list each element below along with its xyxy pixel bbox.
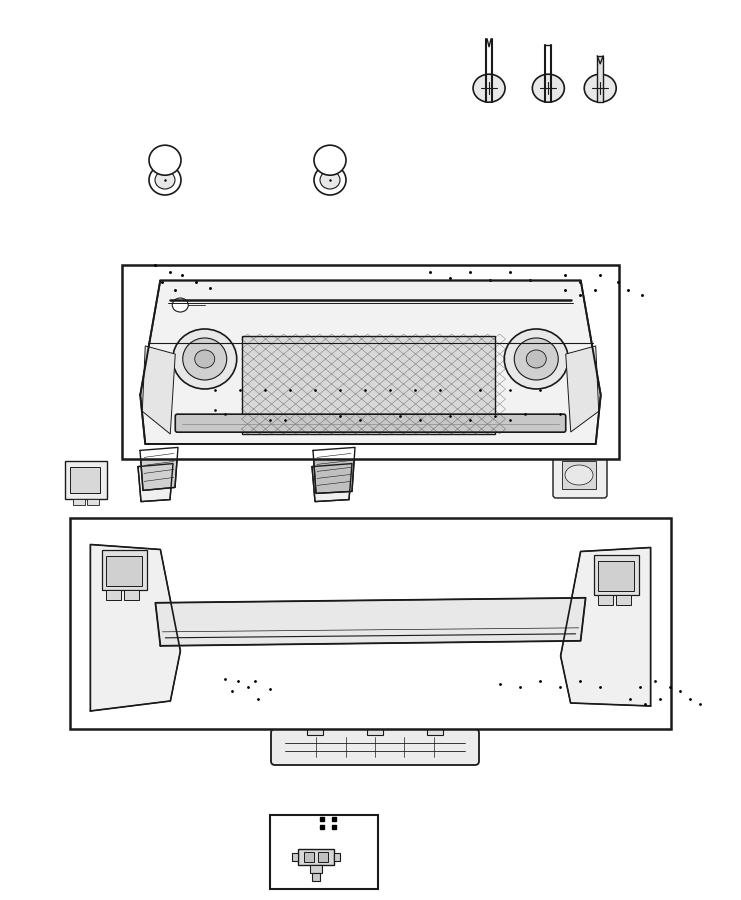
- Polygon shape: [138, 464, 173, 501]
- Bar: [107, 555, 142, 586]
- Bar: [87, 499, 99, 505]
- Polygon shape: [313, 447, 355, 493]
- Ellipse shape: [149, 165, 181, 195]
- FancyBboxPatch shape: [553, 452, 607, 498]
- Polygon shape: [312, 464, 352, 501]
- Bar: [318, 852, 328, 862]
- Bar: [333, 853, 339, 861]
- Ellipse shape: [314, 165, 346, 195]
- Bar: [73, 499, 85, 505]
- Bar: [597, 56, 603, 103]
- Bar: [124, 590, 139, 599]
- Bar: [597, 561, 634, 590]
- Ellipse shape: [314, 145, 346, 176]
- Ellipse shape: [195, 350, 215, 368]
- Ellipse shape: [320, 171, 340, 189]
- Ellipse shape: [183, 338, 227, 380]
- Ellipse shape: [155, 171, 175, 189]
- Ellipse shape: [526, 350, 546, 368]
- Bar: [367, 725, 383, 735]
- Polygon shape: [561, 547, 651, 706]
- Bar: [597, 595, 613, 605]
- Polygon shape: [140, 447, 178, 491]
- Bar: [242, 336, 495, 434]
- Bar: [310, 865, 322, 873]
- Bar: [122, 266, 619, 459]
- Polygon shape: [140, 281, 601, 444]
- Polygon shape: [90, 544, 180, 711]
- Bar: [307, 725, 323, 735]
- Ellipse shape: [473, 74, 505, 103]
- Bar: [107, 590, 122, 599]
- Bar: [562, 461, 596, 489]
- Bar: [594, 554, 639, 595]
- Bar: [312, 873, 319, 881]
- Polygon shape: [142, 346, 176, 434]
- Ellipse shape: [565, 465, 593, 485]
- Bar: [292, 853, 298, 861]
- Ellipse shape: [505, 329, 568, 389]
- Ellipse shape: [173, 329, 236, 389]
- Bar: [616, 595, 631, 605]
- Ellipse shape: [514, 338, 558, 380]
- Ellipse shape: [532, 74, 565, 103]
- Bar: [427, 725, 443, 735]
- Polygon shape: [565, 346, 599, 432]
- Ellipse shape: [149, 145, 181, 176]
- Ellipse shape: [584, 74, 617, 103]
- Ellipse shape: [172, 298, 188, 312]
- Bar: [304, 852, 313, 862]
- Polygon shape: [156, 598, 585, 646]
- Bar: [102, 550, 147, 590]
- Bar: [270, 814, 378, 889]
- Bar: [70, 467, 100, 493]
- Bar: [70, 518, 671, 729]
- FancyBboxPatch shape: [176, 414, 565, 432]
- Bar: [65, 461, 107, 499]
- FancyBboxPatch shape: [271, 729, 479, 765]
- Bar: [298, 850, 333, 865]
